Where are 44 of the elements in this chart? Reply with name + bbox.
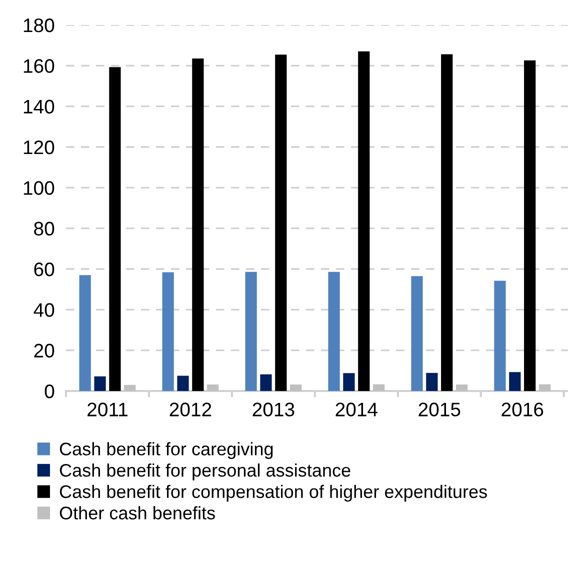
- bar: [509, 372, 521, 391]
- bar: [494, 280, 506, 391]
- bar: [79, 275, 91, 391]
- bar: [177, 376, 189, 391]
- x-tick-label: 2016: [502, 402, 544, 416]
- y-tick-label: 20: [34, 344, 54, 358]
- bar: [426, 372, 438, 391]
- legend-label: Cash benefit for compensation of higher expenditures: [60, 484, 487, 502]
- bar: [275, 54, 287, 391]
- x-tick-label: 2011: [88, 402, 128, 416]
- bar: [343, 373, 355, 391]
- bar: [456, 384, 468, 391]
- bar: [260, 374, 272, 391]
- y-tick-label: 180: [24, 18, 54, 32]
- y-tick-label: 140: [24, 100, 54, 114]
- bar: [373, 384, 385, 391]
- bar: [538, 384, 551, 391]
- y-tick-label: 100: [24, 181, 54, 195]
- y-tick-label: 160: [24, 59, 54, 73]
- bar: [290, 384, 302, 391]
- x-tick-label: 2012: [170, 402, 212, 416]
- bar: [411, 276, 423, 391]
- bar: [124, 384, 136, 391]
- bar: [441, 54, 453, 391]
- legend-label: Cash benefit for personal assistance: [60, 463, 350, 480]
- x-tick-label: 2014: [336, 402, 378, 416]
- legend-label: Cash benefit for caregiving: [60, 442, 273, 459]
- bar: [94, 376, 106, 391]
- y-tick-label: 60: [34, 262, 54, 276]
- y-tick-label: 0: [44, 384, 54, 398]
- bar: [524, 60, 536, 391]
- bar: [109, 67, 121, 391]
- y-tick-label: 80: [34, 222, 54, 236]
- bar: [328, 272, 340, 391]
- x-tick-label: 2013: [252, 402, 294, 416]
- bar: [358, 51, 370, 391]
- legend-label: Other cash benefits: [60, 506, 215, 520]
- y-tick-label: 40: [34, 303, 54, 317]
- bar: [245, 272, 257, 391]
- y-tick-label: 120: [24, 140, 54, 154]
- bar: [162, 272, 174, 391]
- x-tick-label: 2015: [418, 402, 460, 416]
- bar: [207, 384, 219, 391]
- bar: [192, 58, 204, 391]
